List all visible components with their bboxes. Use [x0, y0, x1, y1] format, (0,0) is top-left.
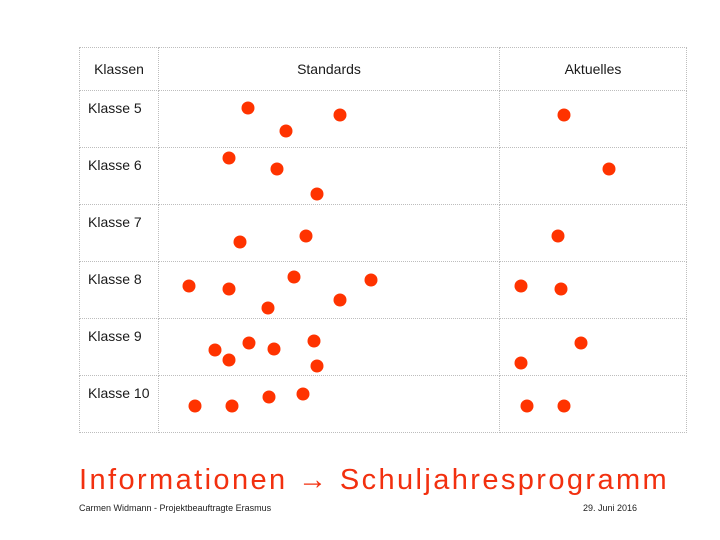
row-label: Klasse 8: [79, 261, 159, 319]
standards-cell: [158, 318, 500, 376]
table-row: Klasse 5: [79, 90, 687, 148]
marker-dot: [333, 293, 347, 307]
row-label: Klasse 6: [79, 147, 159, 205]
aktuelles-cell: [499, 261, 687, 319]
marker-dot: [307, 334, 321, 348]
marker-dot: [514, 279, 528, 293]
footer-author: Carmen Widmann - Projektbeauftragte Eras…: [79, 503, 272, 513]
marker-dot: [299, 229, 313, 243]
marker-dot: [222, 282, 236, 296]
standards-cell: [158, 375, 500, 433]
row-label: Klasse 5: [79, 90, 159, 148]
marker-dot: [520, 399, 534, 413]
marker-dot: [287, 270, 301, 284]
table-row: Klasse 10: [79, 375, 687, 433]
table-row: Klasse 7: [79, 204, 687, 262]
slide-title: Informationen → Schuljahresprogramm: [79, 464, 670, 496]
marker-dot: [602, 162, 616, 176]
marker-dot: [241, 101, 255, 115]
table-header-row: Klassen Standards Aktuelles: [79, 47, 687, 91]
footer-date: 29. Juni 2016: [583, 503, 638, 513]
marker-dot: [557, 399, 571, 413]
header-standards: Standards: [158, 47, 500, 91]
marker-dot: [270, 162, 284, 176]
marker-dot: [551, 229, 565, 243]
aktuelles-cell: [499, 375, 687, 433]
row-label: Klasse 9: [79, 318, 159, 376]
marker-dot: [557, 108, 571, 122]
standards-cell: [158, 90, 500, 148]
table-row: Klasse 9: [79, 318, 687, 376]
standards-cell: [158, 204, 500, 262]
aktuelles-cell: [499, 90, 687, 148]
marker-dot: [279, 124, 293, 138]
marker-dot: [222, 353, 236, 367]
row-label: Klasse 7: [79, 204, 159, 262]
marker-dot: [554, 282, 568, 296]
marker-dot: [225, 399, 239, 413]
marker-dot: [364, 273, 378, 287]
marker-dot: [242, 336, 256, 350]
standards-cell: [158, 147, 500, 205]
marker-dot: [262, 390, 276, 404]
aktuelles-cell: [499, 204, 687, 262]
marker-dot: [333, 108, 347, 122]
table-row: Klasse 6: [79, 147, 687, 205]
table-row: Klasse 8: [79, 261, 687, 319]
marker-dot: [208, 343, 222, 357]
marker-dot: [261, 301, 275, 315]
marker-dot: [188, 399, 202, 413]
marker-dot: [310, 359, 324, 373]
aktuelles-cell: [499, 318, 687, 376]
header-aktuelles: Aktuelles: [499, 47, 687, 91]
row-label: Klasse 10: [79, 375, 159, 433]
header-klassen: Klassen: [79, 47, 159, 91]
marker-dot: [222, 151, 236, 165]
aktuelles-cell: [499, 147, 687, 205]
marker-dot: [233, 235, 247, 249]
marker-dot: [574, 336, 588, 350]
marker-dot: [514, 356, 528, 370]
marker-dot: [296, 387, 310, 401]
overview-table: Klassen Standards Aktuelles Klasse 5 Kla…: [79, 47, 687, 433]
marker-dot: [182, 279, 196, 293]
marker-dot: [310, 187, 324, 201]
standards-cell: [158, 261, 500, 319]
marker-dot: [267, 342, 281, 356]
